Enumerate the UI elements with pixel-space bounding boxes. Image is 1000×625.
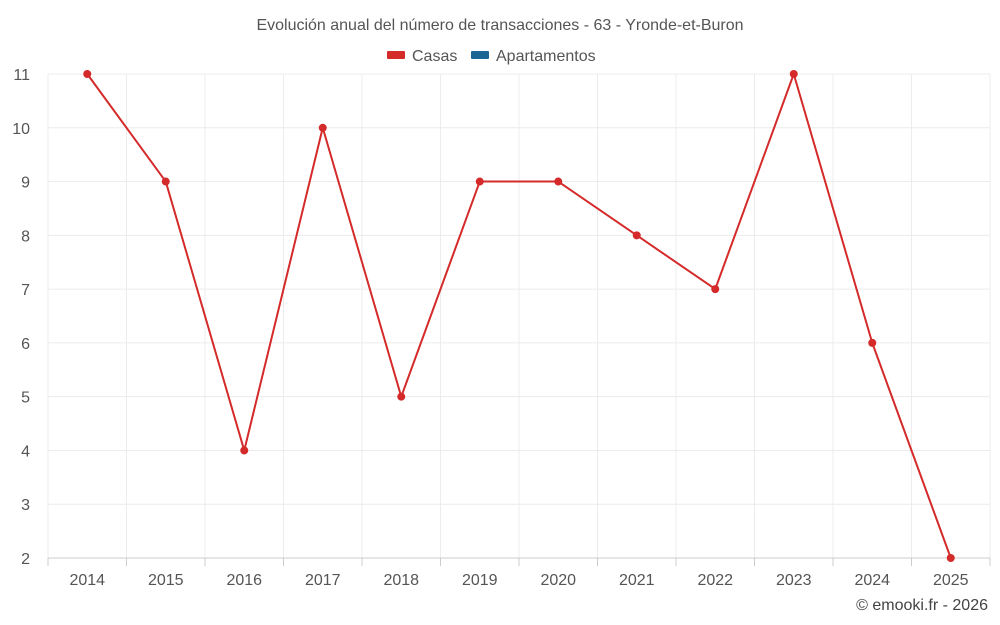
y-tick-label: 3 [21, 497, 30, 514]
x-tick-label: 2017 [305, 572, 341, 589]
x-tick-label: 2022 [697, 572, 733, 589]
data-point-casas-2016[interactable] [240, 446, 249, 455]
chart-title: Evolución anual del número de transaccio… [256, 17, 743, 34]
x-tick-label: 2020 [540, 572, 576, 589]
y-tick-label: 9 [21, 175, 30, 192]
x-tick-label: 2015 [148, 572, 184, 589]
data-point-casas-2023[interactable] [789, 70, 798, 78]
x-tick-label: 2021 [619, 572, 655, 589]
data-point-casas-2025[interactable] [946, 554, 955, 562]
legend-label-casas: Casas [412, 48, 457, 65]
data-point-casas-2018[interactable] [397, 392, 406, 401]
x-tick-label: 2019 [462, 572, 498, 589]
credit-text: © emooki.fr - 2026 [856, 597, 988, 614]
data-point-casas-2024[interactable] [868, 338, 877, 347]
series-line-casas [86, 73, 952, 559]
y-tick-label: 6 [21, 336, 30, 353]
data-point-casas-2020[interactable] [554, 177, 563, 186]
axes: 2 3 4 5 6 7 8 9 10 11 2014 2015 2016 2017 2018 2019 2020… [12, 67, 991, 589]
y-tick-label: 5 [21, 390, 30, 407]
legend-item-apartamentos[interactable]: Apartamentos [471, 48, 596, 65]
legend-swatch-casas [387, 51, 405, 59]
data-point-casas-2022[interactable] [711, 285, 720, 294]
data-point-casas-2014[interactable] [83, 70, 92, 78]
grid [47, 73, 991, 558]
y-tick-label: 11 [13, 67, 30, 84]
legend[interactable]: Casas Apartamentos [387, 48, 596, 65]
data-point-casas-2015[interactable] [161, 177, 170, 186]
data-point-casas-2019[interactable] [475, 177, 484, 186]
series [83, 70, 955, 562]
y-tick-label: 8 [21, 228, 30, 245]
y-tick-label: 2 [21, 551, 30, 568]
data-point-casas-2017[interactable] [318, 123, 327, 132]
y-tick-label: 10 [12, 121, 30, 138]
y-tick-label: 7 [21, 282, 30, 299]
x-tick-label: 2023 [776, 572, 812, 589]
x-tick-label: 2016 [226, 572, 262, 589]
legend-label-apartamentos: Apartamentos [496, 48, 596, 65]
x-tick-label: 2025 [933, 572, 969, 589]
x-tick-label: 2024 [854, 572, 890, 589]
data-point-casas-2021[interactable] [632, 231, 641, 240]
legend-item-casas[interactable]: Casas [387, 48, 457, 65]
y-tick-label: 4 [21, 443, 30, 460]
x-tick-label: 2018 [383, 572, 419, 589]
legend-swatch-apartamentos [471, 51, 489, 59]
x-tick-label: 2014 [69, 572, 105, 589]
